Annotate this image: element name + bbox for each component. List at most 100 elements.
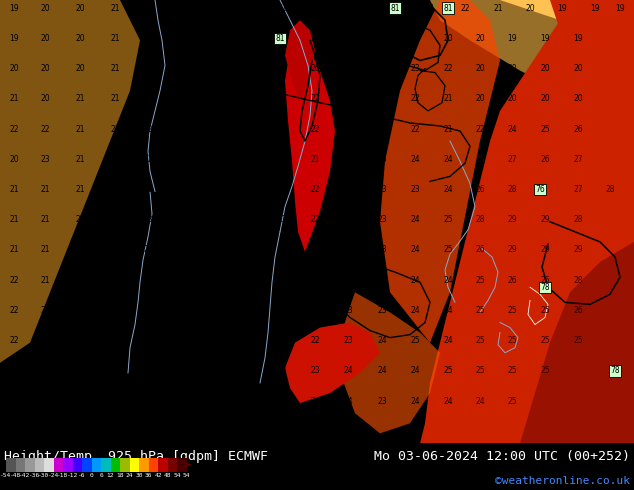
Text: 22: 22 [143, 94, 153, 103]
Text: 22: 22 [343, 64, 353, 73]
Text: 23: 23 [277, 124, 287, 133]
Text: 23: 23 [177, 336, 187, 345]
Text: 54: 54 [173, 473, 181, 478]
Polygon shape [390, 0, 634, 50]
Text: 22: 22 [343, 34, 353, 43]
Text: 20: 20 [476, 64, 485, 73]
Text: 24: 24 [443, 276, 453, 285]
Polygon shape [285, 322, 380, 403]
Text: -30: -30 [39, 473, 49, 478]
Text: 23: 23 [143, 367, 153, 375]
Text: 22: 22 [310, 94, 320, 103]
Text: -36: -36 [29, 473, 40, 478]
Text: 21: 21 [310, 3, 320, 13]
Text: 22: 22 [343, 94, 353, 103]
Text: 12: 12 [107, 473, 114, 478]
Text: 28: 28 [277, 34, 287, 43]
Text: 24: 24 [410, 367, 420, 375]
Text: 24: 24 [377, 336, 387, 345]
Text: 23: 23 [177, 306, 187, 315]
Text: 21: 21 [443, 94, 453, 103]
Text: 23: 23 [410, 185, 420, 194]
Text: 23: 23 [310, 245, 320, 254]
Text: 24: 24 [343, 396, 353, 406]
Text: 22: 22 [178, 3, 187, 13]
Text: 23: 23 [210, 94, 220, 103]
Text: 24: 24 [410, 276, 420, 285]
Text: 24: 24 [177, 215, 187, 224]
Text: 21: 21 [110, 3, 120, 13]
Text: 27: 27 [573, 155, 583, 164]
Text: 24: 24 [443, 396, 453, 406]
Text: 21: 21 [75, 215, 85, 224]
Text: 21: 21 [391, 3, 400, 13]
Bar [148, 458, 158, 472]
Bar [72, 458, 82, 472]
Text: 21: 21 [40, 276, 49, 285]
Text: 26: 26 [540, 276, 550, 285]
Text: 25: 25 [540, 306, 550, 315]
Text: 21: 21 [110, 155, 120, 164]
Text: 26: 26 [476, 245, 485, 254]
Text: 25: 25 [540, 367, 550, 375]
Polygon shape [340, 292, 440, 433]
Text: 22: 22 [377, 34, 387, 43]
Text: 22: 22 [343, 155, 353, 164]
Text: 22: 22 [110, 367, 120, 375]
Polygon shape [380, 0, 500, 343]
Text: 21: 21 [10, 215, 19, 224]
Text: 23: 23 [377, 276, 387, 285]
Text: 25: 25 [507, 396, 517, 406]
Text: 21: 21 [443, 124, 453, 133]
Text: 19: 19 [573, 34, 583, 43]
Text: 19: 19 [507, 34, 517, 43]
Text: 23: 23 [377, 245, 387, 254]
Text: 20: 20 [40, 64, 50, 73]
Text: 19: 19 [540, 34, 550, 43]
Text: 20: 20 [507, 64, 517, 73]
Text: 21: 21 [10, 94, 19, 103]
Text: 20: 20 [540, 64, 550, 73]
Bar [120, 458, 129, 472]
Text: 22: 22 [143, 336, 153, 345]
Text: 23: 23 [40, 155, 50, 164]
Text: 25: 25 [476, 336, 485, 345]
Text: 22: 22 [460, 3, 470, 13]
Text: 21: 21 [40, 245, 49, 254]
Text: 25: 25 [507, 367, 517, 375]
Text: 22: 22 [310, 185, 320, 194]
Text: 22: 22 [10, 124, 19, 133]
Text: 21: 21 [343, 124, 353, 133]
Polygon shape [0, 0, 140, 363]
Text: 24: 24 [410, 245, 420, 254]
Text: 23: 23 [410, 64, 420, 73]
Text: 22: 22 [178, 155, 187, 164]
Text: 20: 20 [443, 34, 453, 43]
Text: -48: -48 [10, 473, 21, 478]
Text: 23: 23 [377, 396, 387, 406]
Text: 23: 23 [210, 64, 220, 73]
Text: 23: 23 [40, 396, 50, 406]
Text: 26: 26 [540, 155, 550, 164]
Text: 23: 23 [377, 155, 387, 164]
Bar [110, 458, 120, 472]
Text: 42: 42 [154, 473, 162, 478]
Text: 22: 22 [10, 336, 19, 345]
Text: 30: 30 [135, 473, 143, 478]
Bar [91, 458, 101, 472]
Text: Mo 03-06-2024 12:00 UTC (00+252): Mo 03-06-2024 12:00 UTC (00+252) [374, 449, 630, 463]
Text: 23: 23 [143, 215, 153, 224]
Text: 23: 23 [110, 396, 120, 406]
Text: 22: 22 [40, 367, 49, 375]
Text: 25: 25 [573, 336, 583, 345]
Text: 20: 20 [573, 94, 583, 103]
Text: 0: 0 [89, 473, 93, 478]
Text: 22: 22 [143, 124, 153, 133]
Text: 20: 20 [75, 34, 85, 43]
Text: 24: 24 [507, 124, 517, 133]
Text: 22: 22 [143, 185, 153, 194]
Text: 23: 23 [210, 306, 220, 315]
Text: 20: 20 [75, 64, 85, 73]
Text: 25: 25 [540, 336, 550, 345]
Text: 25: 25 [243, 215, 253, 224]
